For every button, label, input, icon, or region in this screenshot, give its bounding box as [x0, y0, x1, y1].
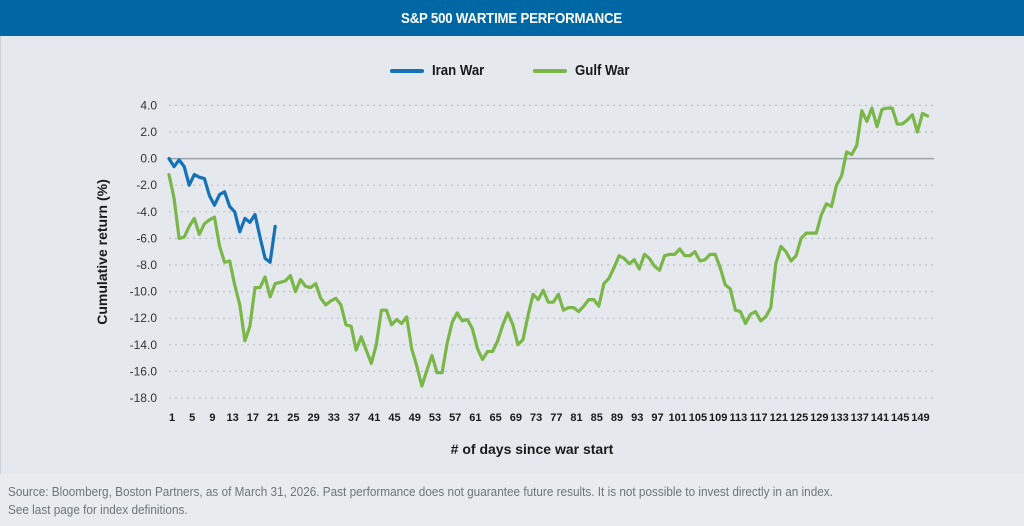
y-tick-label: 2.0	[140, 125, 157, 139]
x-tick-label: 137	[851, 412, 869, 424]
x-axis-label: # of days since war start	[451, 441, 614, 457]
x-tick-label: 89	[611, 412, 623, 424]
footnote-line-1: Source: Bloomberg, Boston Partners, as o…	[8, 485, 833, 499]
x-tick-label: 129	[810, 412, 828, 424]
series-line-gulf-war	[167, 106, 930, 388]
x-tick-label: 81	[570, 412, 582, 424]
x-tick-label: 33	[328, 412, 340, 424]
x-tick-label: 121	[770, 412, 788, 424]
x-tick-label: 1	[169, 412, 175, 424]
x-tick-label: 73	[530, 412, 542, 424]
x-tick-label: 29	[307, 412, 319, 424]
x-tick-label: 93	[631, 412, 643, 424]
x-axis-ticks: 1 5 9 13 17 21 25 29 33 37 41 45 49 53 57 61 65 69 73 77 81 8…	[169, 412, 930, 424]
y-tick-label: -12.0	[130, 311, 158, 325]
y-tick-label: -4.0	[136, 205, 157, 219]
gridlines	[169, 104, 934, 399]
x-tick-label: 125	[790, 412, 808, 424]
x-tick-label: 61	[469, 412, 481, 424]
x-tick-label: 5	[189, 412, 195, 424]
legend-swatch-iran	[390, 68, 424, 73]
x-tick-label: 53	[429, 412, 441, 424]
x-tick-label: 69	[510, 412, 522, 424]
y-tick-label: -10.0	[130, 285, 158, 299]
y-axis-label: Cumulative return (%)	[94, 179, 110, 324]
x-tick-label: 49	[409, 412, 421, 424]
x-tick-label: 145	[891, 412, 909, 424]
legend-item-iran-war: Iran War	[390, 62, 491, 79]
x-tick-label: 37	[348, 412, 360, 424]
x-tick-label: 25	[287, 412, 299, 424]
x-tick-label: 45	[388, 412, 400, 424]
x-tick-label: 141	[871, 412, 889, 424]
legend-swatch-gulf	[533, 68, 568, 73]
y-tick-label: -8.0	[136, 258, 157, 272]
legend-label-gulf: Gulf War	[575, 62, 630, 79]
x-tick-label: 65	[490, 412, 502, 424]
x-tick-label: 117	[750, 412, 768, 424]
x-tick-label: 149	[911, 412, 929, 424]
x-tick-label: 109	[709, 412, 727, 424]
x-tick-label: 13	[227, 412, 239, 424]
x-tick-label: 101	[669, 412, 687, 424]
chart-title: S&P 500 WARTIME PERFORMANCE	[401, 9, 623, 27]
x-tick-label: 57	[449, 412, 461, 424]
y-tick-label: 0.0	[140, 152, 157, 166]
y-tick-label: 4.0	[140, 98, 157, 112]
footnote-line-2: See last page for index definitions.	[8, 503, 188, 517]
x-tick-label: 21	[267, 412, 279, 424]
x-tick-label: 97	[651, 412, 663, 424]
legend-item-gulf-war: Gulf War	[533, 62, 637, 79]
x-tick-label: 41	[368, 412, 380, 424]
y-tick-label: -2.0	[136, 178, 157, 192]
series-lines	[167, 106, 930, 388]
y-tick-label: -16.0	[130, 364, 158, 378]
x-tick-label: 133	[830, 412, 848, 424]
legend: Iran War Gulf War	[390, 62, 637, 79]
chart-panel	[0, 36, 1024, 474]
x-tick-label: 77	[550, 412, 562, 424]
x-tick-label: 17	[247, 412, 259, 424]
y-tick-label: -18.0	[130, 391, 158, 405]
y-tick-label: -14.0	[130, 338, 158, 352]
x-tick-label: 105	[689, 412, 707, 424]
y-axis-ticks: 4.0 2.0 0.0 -2.0 -4.0 -6.0 -8.0 -10.0 -12.0 -14.0…	[130, 98, 158, 405]
source-footnote: Source: Bloomberg, Boston Partners, as o…	[8, 483, 1018, 519]
x-tick-label: 113	[730, 412, 748, 424]
x-tick-label: 9	[209, 412, 215, 424]
series-line-iran-war	[167, 157, 277, 264]
y-tick-label: -6.0	[136, 231, 157, 245]
x-tick-label: 85	[591, 412, 603, 424]
legend-label-iran: Iran War	[432, 62, 485, 79]
